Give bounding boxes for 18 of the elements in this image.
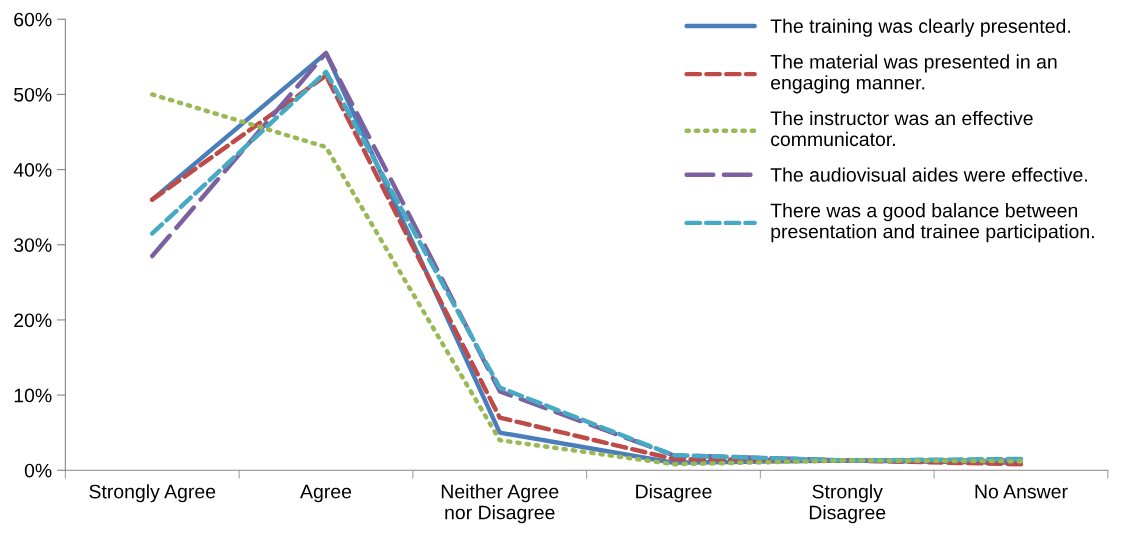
x-tick-label: No Answer: [975, 484, 1068, 499]
x-tick-label: Disagree: [636, 484, 712, 503]
y-tick-label: 30%: [14, 238, 52, 252]
x-tick-label: Strongly Agree: [89, 484, 216, 503]
y-tick-label: 60%: [14, 12, 52, 27]
legend-label: There was a good balance between presentation and trainee participation.: [770, 203, 1094, 243]
y-tick-label: 20%: [14, 313, 52, 328]
x-tick-label: Neither Agree nor Disagree: [441, 484, 559, 524]
y-tick-label: 10%: [14, 388, 52, 403]
x-tick-label: Strongly Disagree: [809, 484, 886, 524]
legend-label: The instructor was an effective communicator.: [770, 110, 1033, 147]
y-tick-label: 0%: [24, 463, 52, 478]
y-tick-label: 50%: [14, 87, 52, 102]
x-tick-label: Agree: [300, 484, 352, 503]
legend-label: The training was clearly presented.: [770, 18, 1070, 37]
legend-label: The material was presented in an engaging manner.: [770, 54, 1057, 94]
legend-label: The audiovisual aides were effective.: [770, 167, 1087, 182]
y-tick-label: 40%: [13, 163, 52, 177]
